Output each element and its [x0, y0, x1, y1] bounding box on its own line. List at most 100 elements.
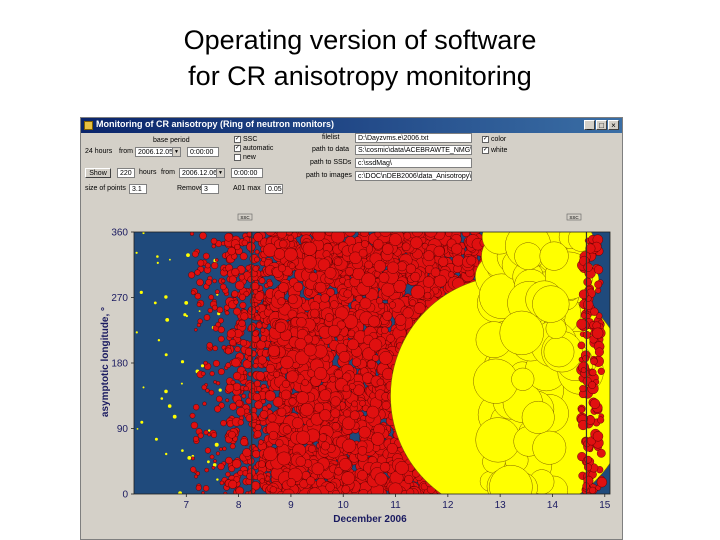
data-point-decrease: [225, 471, 231, 477]
from-label-2: from: [161, 169, 175, 176]
chevron-down-icon[interactable]: ▼: [216, 169, 224, 177]
data-point-decrease: [330, 300, 339, 309]
data-point-decrease: [249, 388, 256, 394]
data-point-decrease: [229, 339, 237, 347]
a01-max-field[interactable]: 0.05: [265, 184, 283, 194]
color-checkbox[interactable]: ✓: [482, 136, 489, 143]
path-to-images-field[interactable]: c:\DOC\nDEB2006\data_Anisotropy\: [355, 171, 472, 181]
data-point-increase: [187, 456, 192, 460]
data-point-decrease: [203, 360, 208, 366]
remove-field[interactable]: 3: [201, 184, 219, 194]
automatic-checkbox[interactable]: ✓: [234, 145, 241, 152]
data-point-decrease: [359, 297, 372, 310]
x-tick-label: 9: [288, 500, 294, 511]
size-of-points-label: size of points: [85, 185, 126, 192]
data-point-decrease: [280, 389, 292, 400]
data-point-increase: [489, 465, 533, 494]
path-to-data-field[interactable]: S:\cosmic\data\ACEBRAWTE_NMG\: [355, 145, 472, 155]
data-point-decrease: [232, 382, 241, 391]
data-point-decrease: [239, 301, 247, 309]
data-point-increase: [157, 339, 161, 342]
slide-title-line-1: Operating version of software: [183, 25, 537, 55]
data-point-decrease: [380, 462, 391, 473]
data-point-decrease: [445, 232, 453, 237]
size-of-points-field[interactable]: 3.1: [129, 184, 147, 194]
data-point-increase: [180, 382, 183, 385]
data-point-decrease: [348, 382, 356, 390]
from-time-field-2[interactable]: 0:00:00: [231, 168, 263, 178]
data-point-decrease: [451, 243, 463, 255]
data-point-decrease: [589, 398, 601, 409]
maximize-icon[interactable]: □: [596, 120, 607, 130]
hours-field[interactable]: 220: [117, 168, 135, 178]
data-point-decrease: [341, 485, 351, 494]
data-point-decrease: [278, 282, 289, 293]
window-titlebar[interactable]: Monitoring of CR anisotropy (Ring of neu…: [81, 118, 622, 133]
data-point-decrease: [267, 413, 277, 423]
white-checkbox[interactable]: ✓: [482, 147, 489, 154]
data-point-decrease: [229, 443, 236, 450]
data-point-decrease: [261, 257, 266, 263]
data-point-decrease: [333, 257, 343, 266]
data-point-decrease: [238, 319, 246, 328]
data-point-decrease: [260, 327, 266, 333]
data-point-decrease: [203, 430, 209, 436]
data-point-decrease: [188, 271, 196, 279]
data-point-decrease: [303, 343, 317, 357]
data-point-decrease: [386, 261, 400, 274]
close-icon[interactable]: ×: [608, 120, 619, 130]
data-point-decrease: [210, 237, 218, 245]
data-point-decrease: [376, 297, 383, 305]
data-point-decrease: [227, 247, 236, 256]
data-point-decrease: [215, 451, 220, 456]
filelist-field[interactable]: D:\Dayzvms.e\2006.txt: [355, 133, 472, 143]
minimize-icon[interactable]: _: [584, 120, 595, 130]
data-point-decrease: [301, 379, 309, 387]
data-point-increase: [164, 353, 168, 357]
data-point-increase: [164, 389, 168, 394]
data-point-decrease: [231, 268, 240, 277]
data-point-decrease: [194, 474, 198, 479]
ssc-marker-right: SSC: [566, 213, 582, 221]
data-point-decrease: [224, 232, 233, 242]
data-point-increase: [178, 491, 182, 494]
data-point-decrease: [388, 482, 403, 494]
data-point-decrease: [263, 446, 278, 461]
data-point-decrease: [204, 447, 211, 454]
y-tick-label: 270: [111, 293, 128, 304]
data-point-decrease: [225, 456, 233, 465]
data-point-decrease: [212, 345, 218, 351]
data-point-decrease: [211, 465, 216, 470]
path-to-ssds-field[interactable]: c:\ssdMag\: [355, 158, 472, 168]
data-point-decrease: [594, 280, 603, 289]
y-tick-label: 360: [111, 228, 128, 239]
data-point-decrease: [258, 439, 264, 445]
data-point-decrease: [433, 245, 445, 257]
data-point-increase: [165, 452, 168, 456]
show-button[interactable]: Show: [85, 168, 111, 178]
x-tick-label: 12: [442, 500, 454, 511]
chevron-down-icon[interactable]: ▼: [172, 148, 180, 156]
data-point-decrease: [196, 302, 202, 307]
data-point-decrease: [349, 251, 362, 264]
data-point-decrease: [254, 314, 261, 321]
from-time-field[interactable]: 0:00:00: [187, 147, 219, 157]
path-to-ssds-label: path to SSDs: [310, 159, 352, 166]
from-date-select[interactable]: 2006.12.05 ▼: [135, 147, 181, 157]
data-point-decrease: [253, 232, 263, 242]
data-point-decrease: [256, 386, 262, 392]
data-point-decrease: [212, 359, 220, 367]
data-point-decrease: [276, 232, 287, 239]
from-date-select-2[interactable]: 2006.12.06 ▼: [179, 168, 225, 178]
data-point-increase: [140, 420, 144, 424]
from-date-value: 2006.12.05: [138, 149, 174, 156]
data-point-decrease: [279, 239, 288, 249]
data-point-decrease: [448, 271, 455, 278]
data-point-decrease: [260, 335, 267, 342]
base-period-label: base period: [153, 137, 190, 144]
data-point-decrease: [578, 420, 589, 431]
new-checkbox[interactable]: [234, 154, 241, 161]
path-to-data-label: path to data: [312, 146, 349, 153]
ssc-checkbox[interactable]: ✓: [234, 136, 241, 143]
